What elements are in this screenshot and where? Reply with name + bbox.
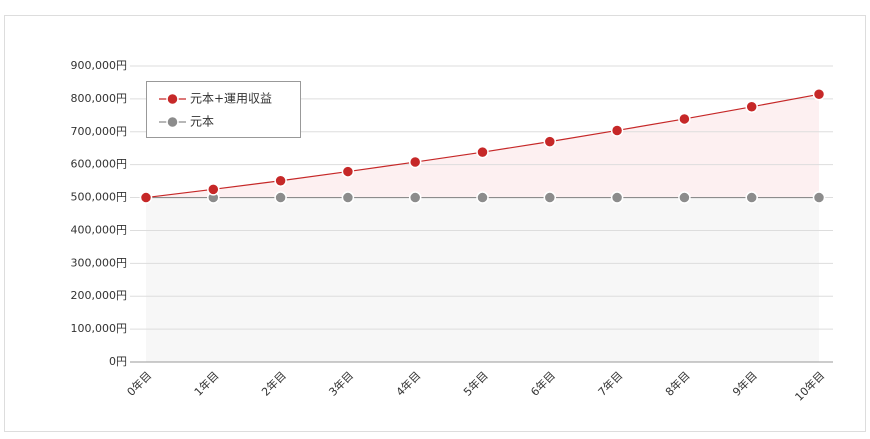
point: [745, 100, 758, 114]
legend-label: 元本: [190, 115, 214, 129]
point: [207, 183, 220, 196]
point: [476, 191, 489, 204]
point: [812, 88, 826, 101]
y-tick-label: 900,000円: [71, 59, 128, 72]
y-tick-label: 800,000円: [71, 92, 128, 105]
point: [408, 155, 422, 169]
y-tick-label: 600,000円: [71, 158, 128, 171]
point: [408, 191, 422, 204]
y-tick-label: 300,000円: [71, 256, 128, 269]
point: [543, 135, 557, 148]
point: [678, 112, 691, 126]
point: [812, 191, 826, 204]
point: [341, 191, 355, 204]
y-tick-label: 200,000円: [71, 289, 128, 302]
legend-label: 元本+運用収益: [190, 92, 272, 106]
y-tick-label: 700,000円: [71, 125, 128, 138]
legend-marker: [166, 92, 179, 106]
point: [274, 174, 287, 188]
point: [341, 165, 355, 178]
point: [139, 191, 153, 204]
y-tick-label: 400,000円: [71, 223, 128, 236]
point: [610, 124, 624, 137]
point: [678, 191, 691, 204]
area: [146, 197, 819, 362]
y-tick-label: 500,000円: [71, 191, 128, 204]
point: [745, 191, 758, 204]
point: [610, 191, 624, 204]
y-tick-label: 0円: [109, 355, 127, 368]
point: [543, 191, 557, 204]
y-tick-label: 100,000円: [71, 322, 128, 335]
legend-marker: [166, 115, 179, 129]
legend-box: [146, 81, 301, 138]
point: [476, 145, 489, 159]
point: [274, 191, 287, 204]
